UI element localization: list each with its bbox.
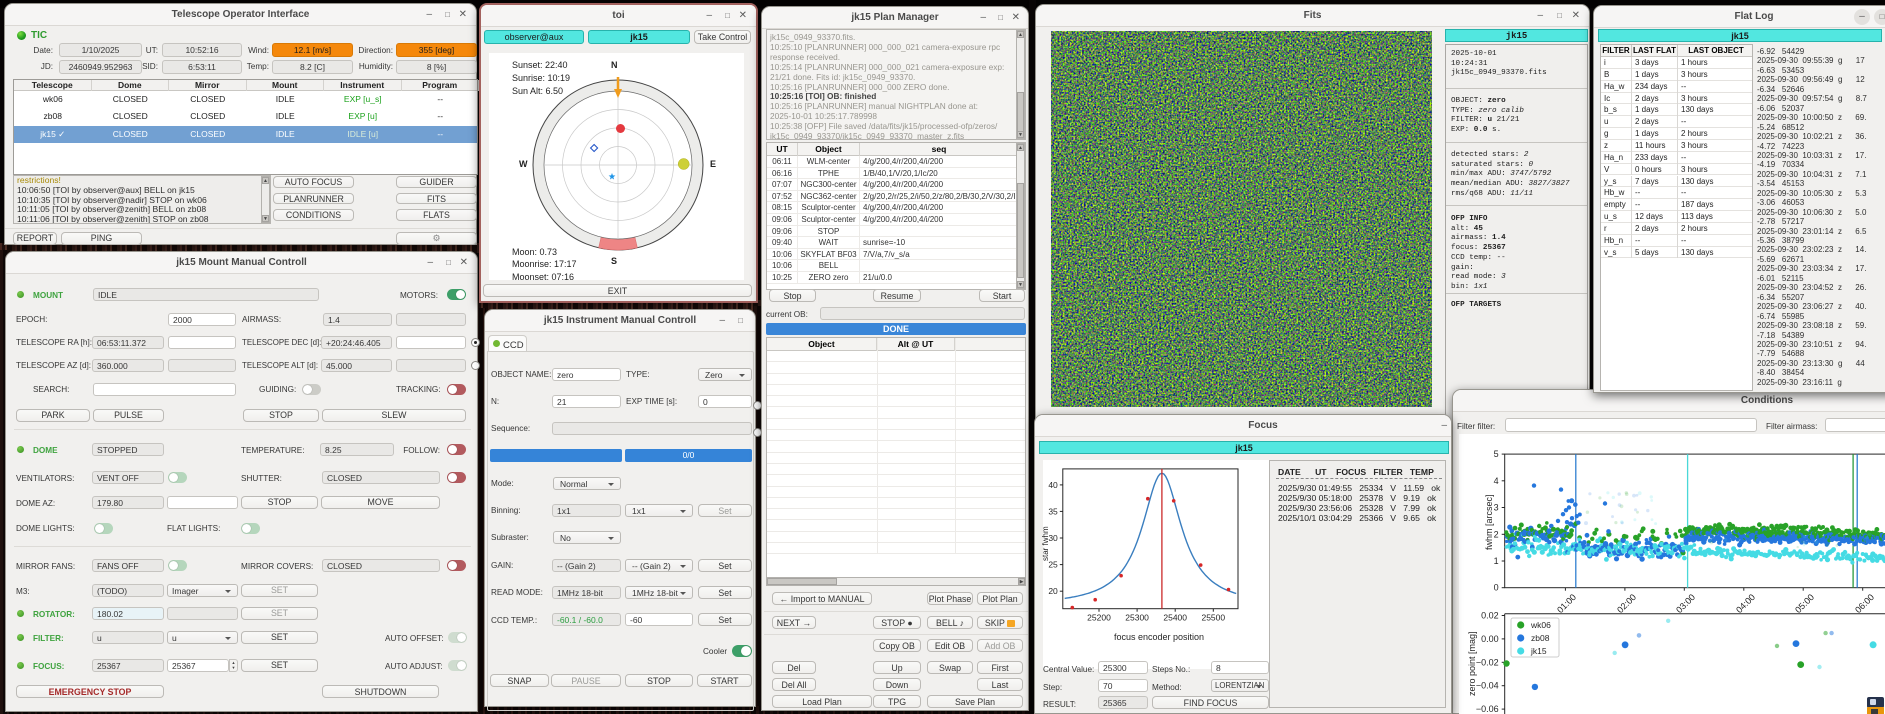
svg-text:−0.04: −0.04 <box>1476 681 1499 691</box>
svg-text:25: 25 <box>1048 560 1058 570</box>
svg-text:jk15: jk15 <box>1530 646 1547 656</box>
svg-text:0.02: 0.02 <box>1481 611 1499 621</box>
svg-text:0: 0 <box>1494 583 1499 593</box>
svg-text:5: 5 <box>1494 449 1499 459</box>
svg-text:25200: 25200 <box>1087 613 1111 623</box>
svg-text:25300: 25300 <box>1125 613 1149 623</box>
svg-text:30: 30 <box>1048 533 1058 543</box>
svg-text:zb08: zb08 <box>1531 633 1550 643</box>
svg-text:20: 20 <box>1048 586 1058 596</box>
svg-text:wk06: wk06 <box>1530 620 1551 630</box>
svg-text:40: 40 <box>1048 480 1058 490</box>
svg-text:2: 2 <box>1494 529 1499 539</box>
svg-text:25500: 25500 <box>1201 613 1225 623</box>
svg-text:4: 4 <box>1494 476 1499 486</box>
svg-text:35: 35 <box>1048 506 1058 516</box>
svg-text:−0.06: −0.06 <box>1476 704 1499 714</box>
svg-text:−0.02: −0.02 <box>1476 657 1499 667</box>
svg-text:0.00: 0.00 <box>1481 634 1499 644</box>
svg-text:1: 1 <box>1494 556 1499 566</box>
svg-text:25400: 25400 <box>1163 613 1187 623</box>
svg-text:3: 3 <box>1494 503 1499 513</box>
